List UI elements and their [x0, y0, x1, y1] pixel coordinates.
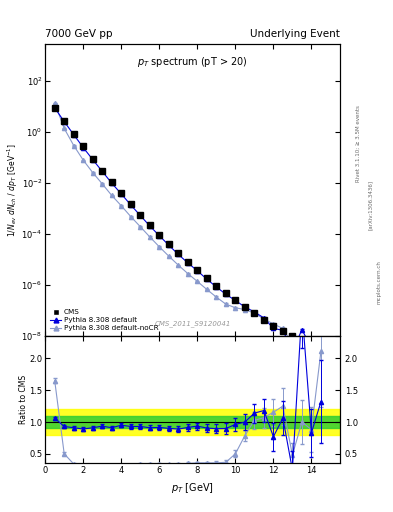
- Text: [arXiv:1306.3436]: [arXiv:1306.3436]: [368, 180, 373, 230]
- Text: Rivet 3.1.10; ≥ 3.5M events: Rivet 3.1.10; ≥ 3.5M events: [356, 105, 361, 182]
- Legend: CMS, Pythia 8.308 default, Pythia 8.308 default-noCR: CMS, Pythia 8.308 default, Pythia 8.308 …: [49, 308, 160, 332]
- Text: mcplots.cern.ch: mcplots.cern.ch: [376, 260, 381, 304]
- Y-axis label: $1/N_{ev}\ dN_{ch}\ /\ dp_T\ [\mathrm{GeV}^{-1}]$: $1/N_{ev}\ dN_{ch}\ /\ dp_T\ [\mathrm{Ge…: [6, 143, 20, 237]
- Y-axis label: Ratio to CMS: Ratio to CMS: [19, 375, 28, 424]
- Text: $p_T$ spectrum (pT > 20): $p_T$ spectrum (pT > 20): [137, 55, 248, 69]
- X-axis label: $p_T$ [GeV]: $p_T$ [GeV]: [171, 481, 214, 495]
- Text: CMS_2011_S9120041: CMS_2011_S9120041: [154, 321, 231, 327]
- Text: Underlying Event: Underlying Event: [250, 29, 340, 39]
- Text: 7000 GeV pp: 7000 GeV pp: [45, 29, 113, 39]
